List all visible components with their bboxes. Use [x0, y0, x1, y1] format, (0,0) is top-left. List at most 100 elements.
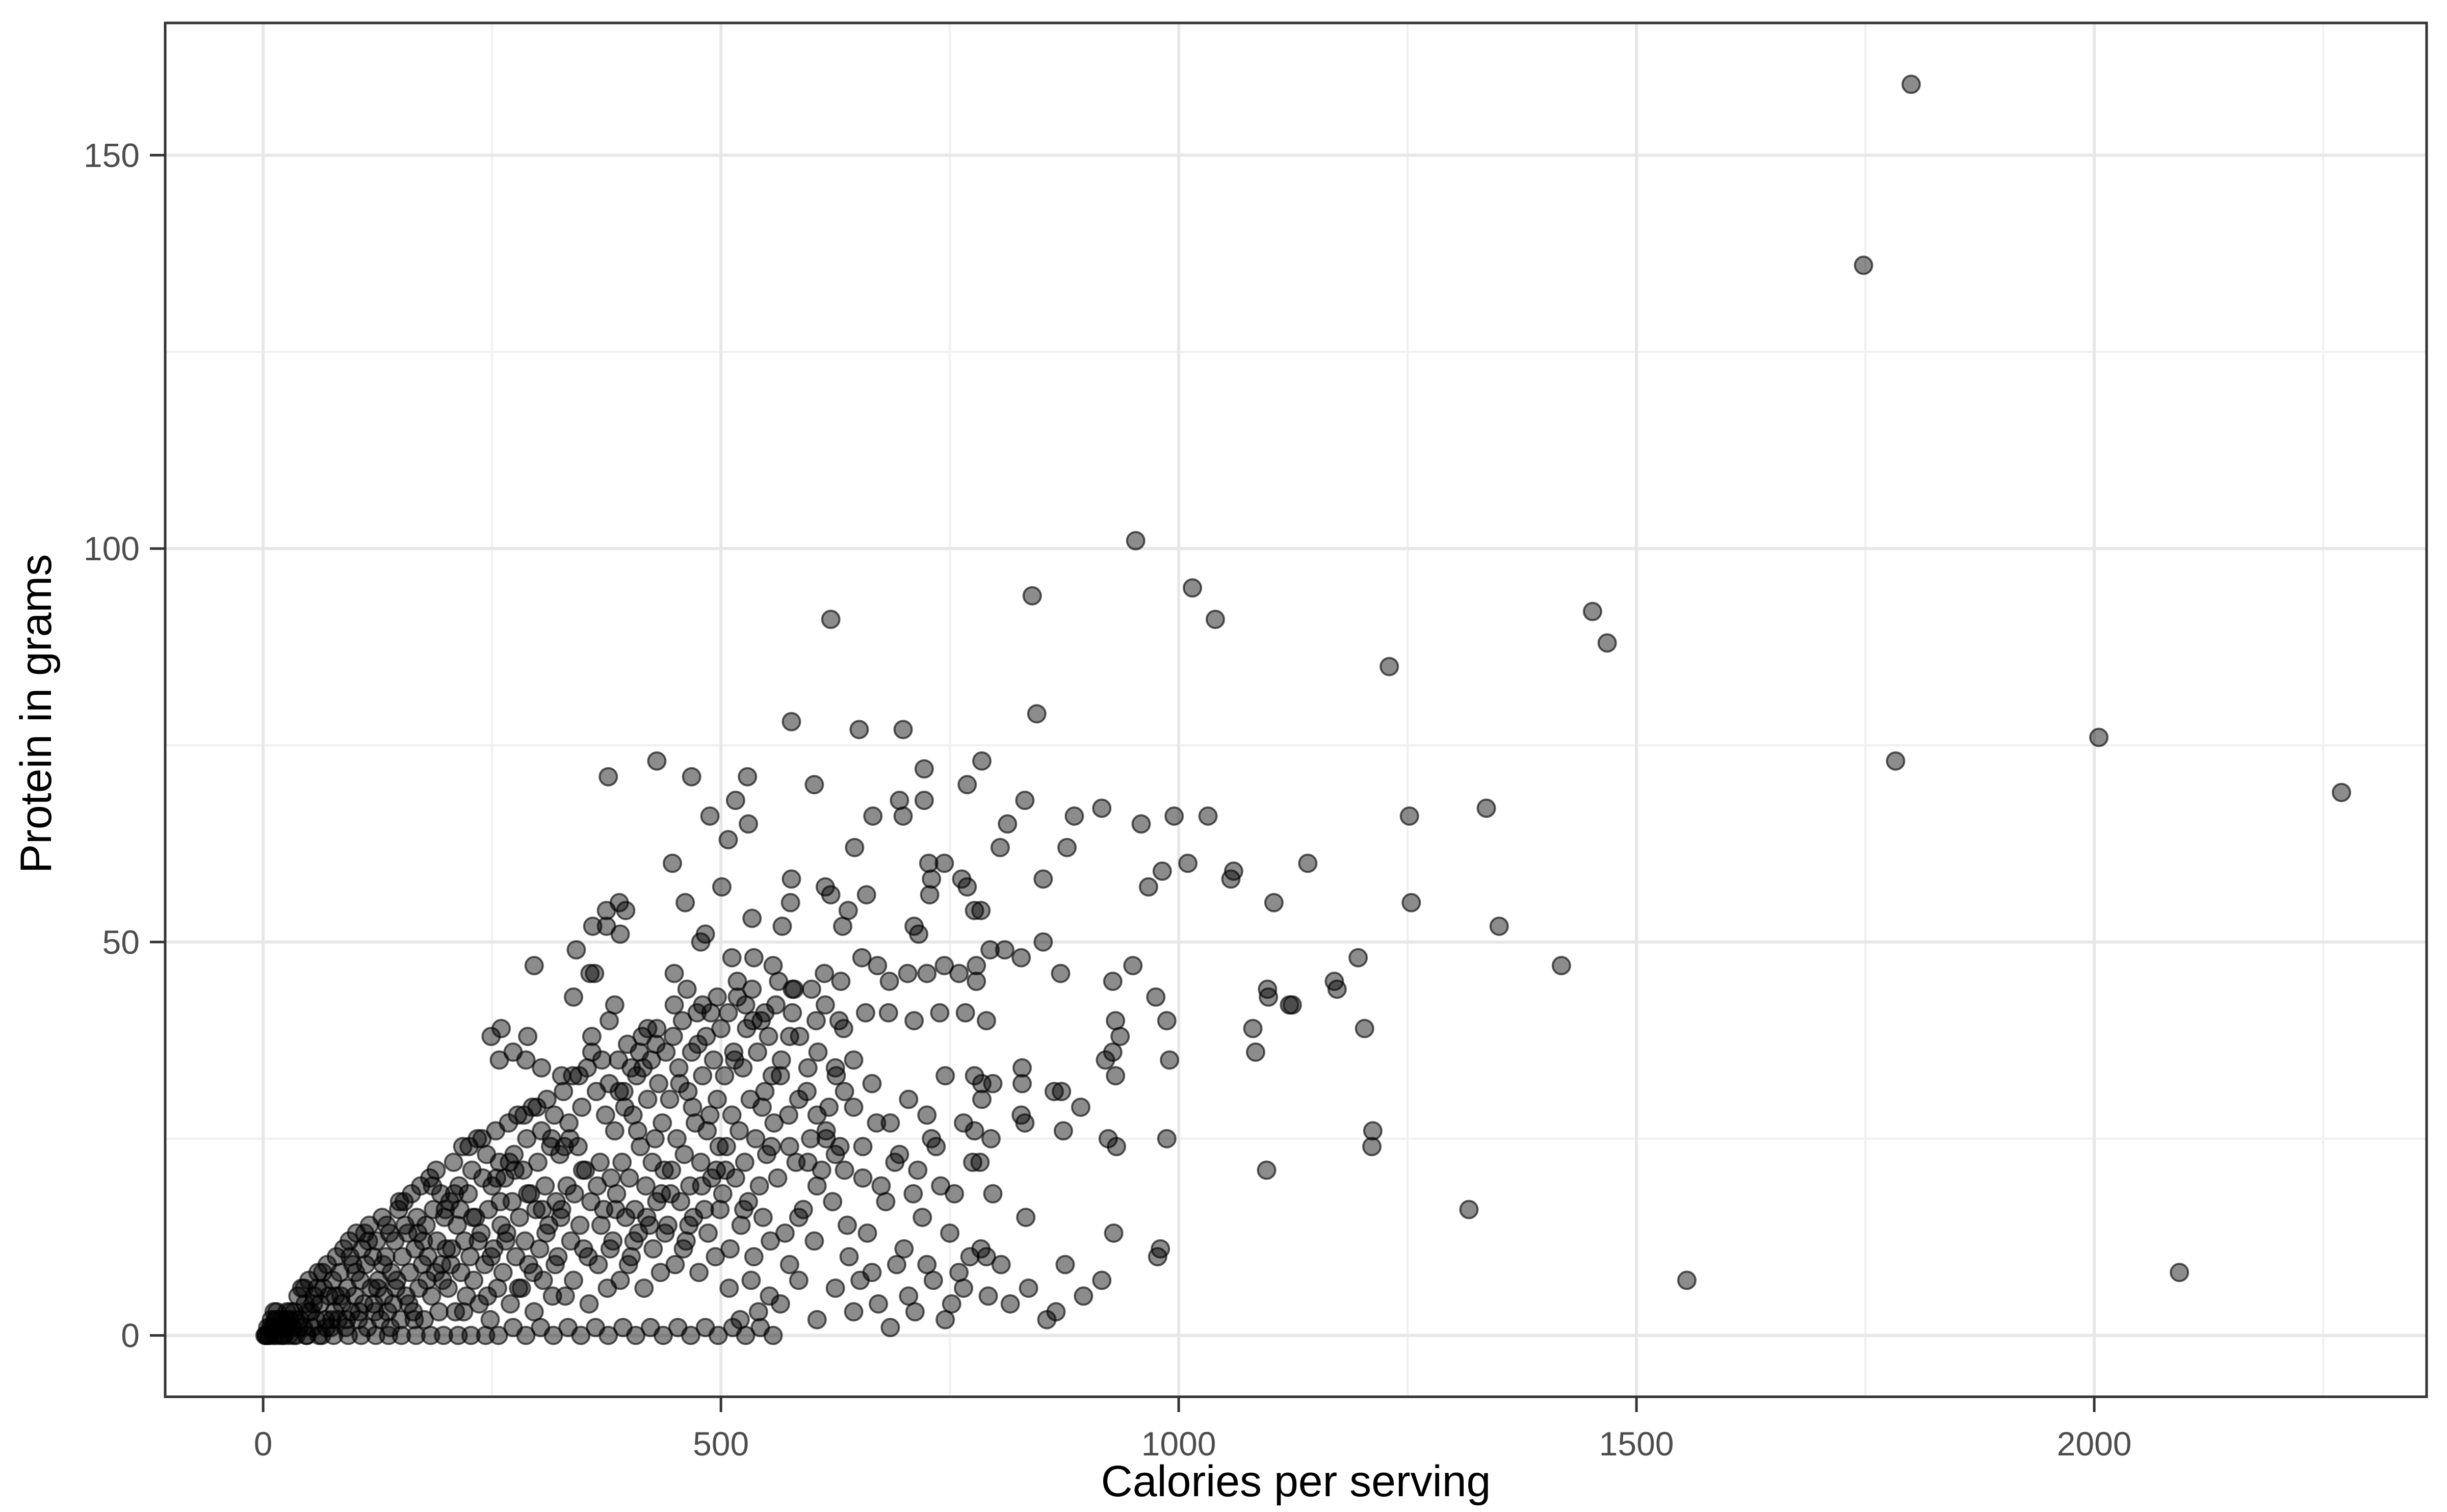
data-point [715, 1066, 735, 1086]
y-tick-label: 50 [102, 923, 140, 961]
data-point [972, 751, 992, 771]
data-point [852, 948, 872, 968]
data-point [1259, 987, 1279, 1007]
data-point [662, 1160, 682, 1180]
data-point [649, 1074, 669, 1093]
data-point [591, 1215, 611, 1235]
data-point [406, 1325, 426, 1345]
data-point [743, 1011, 763, 1031]
data-point [637, 1208, 657, 1228]
data-point [1051, 963, 1071, 983]
data-point [871, 1176, 891, 1196]
data-point [718, 1003, 738, 1023]
data-point [1016, 1208, 1036, 1228]
data-point [960, 1247, 980, 1267]
data-point [835, 1160, 854, 1180]
data-point [672, 1011, 692, 1031]
data-point [612, 1153, 632, 1172]
data-point [1489, 916, 1509, 936]
data-point [650, 1263, 670, 1283]
data-point [543, 1325, 563, 1345]
data-point [752, 1097, 772, 1117]
data-point [340, 1247, 360, 1267]
data-point [351, 1325, 371, 1345]
data-point [772, 916, 792, 936]
data-point [674, 1144, 694, 1164]
data-point [849, 720, 869, 740]
data-point [890, 1144, 909, 1164]
data-point [2170, 1263, 2190, 1283]
data-point [516, 1325, 536, 1345]
data-point [789, 1208, 809, 1228]
data-point [1052, 1082, 1072, 1102]
data-point [544, 1105, 564, 1125]
data-point [1157, 1129, 1177, 1149]
data-point [692, 1176, 712, 1196]
data-point [523, 1263, 543, 1283]
data-point [869, 1294, 889, 1314]
data-point [527, 1097, 547, 1117]
data-point [753, 1208, 773, 1228]
data-point [747, 1042, 767, 1062]
data-point [481, 1027, 501, 1047]
data-point [1126, 531, 1146, 551]
data-point [389, 1192, 409, 1212]
data-point [857, 1223, 877, 1243]
data-point [642, 1153, 662, 1172]
data-point [1152, 861, 1172, 881]
data-point [526, 1200, 546, 1219]
data-point [1106, 1137, 1126, 1157]
data-point [689, 1263, 709, 1283]
data-point [998, 814, 1018, 834]
data-point [1037, 1310, 1057, 1329]
data-point [515, 1231, 535, 1251]
data-point [605, 1121, 624, 1141]
data-point [833, 916, 853, 936]
data-point [894, 1239, 914, 1259]
data-point [700, 806, 720, 826]
data-point [710, 1200, 730, 1219]
data-point [1551, 956, 1571, 976]
data-point [920, 885, 940, 905]
data-point [716, 1137, 736, 1157]
data-point [807, 1105, 827, 1125]
data-point [555, 1286, 575, 1306]
data-point [718, 830, 738, 850]
data-point [1157, 1011, 1177, 1031]
data-point [1597, 633, 1617, 653]
data-point [844, 1097, 864, 1117]
data-point [464, 1270, 484, 1290]
data-point [646, 1034, 666, 1054]
data-point [761, 1137, 781, 1157]
data-point [510, 1208, 530, 1228]
data-point [663, 1027, 683, 1047]
data-point [730, 1310, 750, 1329]
data-point [1582, 602, 1602, 621]
data-point [444, 1153, 463, 1172]
data-point [441, 1255, 461, 1274]
data-point [614, 1082, 634, 1102]
data-point [595, 1105, 615, 1125]
data-point [837, 1215, 857, 1235]
y-tick-label: 0 [121, 1317, 140, 1354]
data-point [954, 1113, 974, 1133]
data-point [670, 1074, 690, 1093]
data-point [500, 1153, 519, 1172]
axis-tick-marks [150, 153, 2096, 1412]
data-point [955, 1003, 975, 1023]
data-point [677, 979, 697, 999]
data-point [508, 1105, 528, 1125]
data-point [804, 1231, 824, 1251]
data-point [1363, 1121, 1383, 1141]
data-point [679, 1215, 699, 1235]
data-point [1146, 987, 1166, 1007]
data-point [628, 1121, 647, 1141]
data-point [691, 1153, 711, 1172]
data-point [603, 1231, 623, 1251]
data-point [518, 1027, 538, 1047]
data-point [1110, 1027, 1130, 1047]
data-point [643, 1239, 663, 1259]
data-point [923, 1270, 943, 1290]
y-axis-tick-labels: 0 50 100 150 [84, 136, 140, 1354]
data-point [844, 1050, 864, 1070]
